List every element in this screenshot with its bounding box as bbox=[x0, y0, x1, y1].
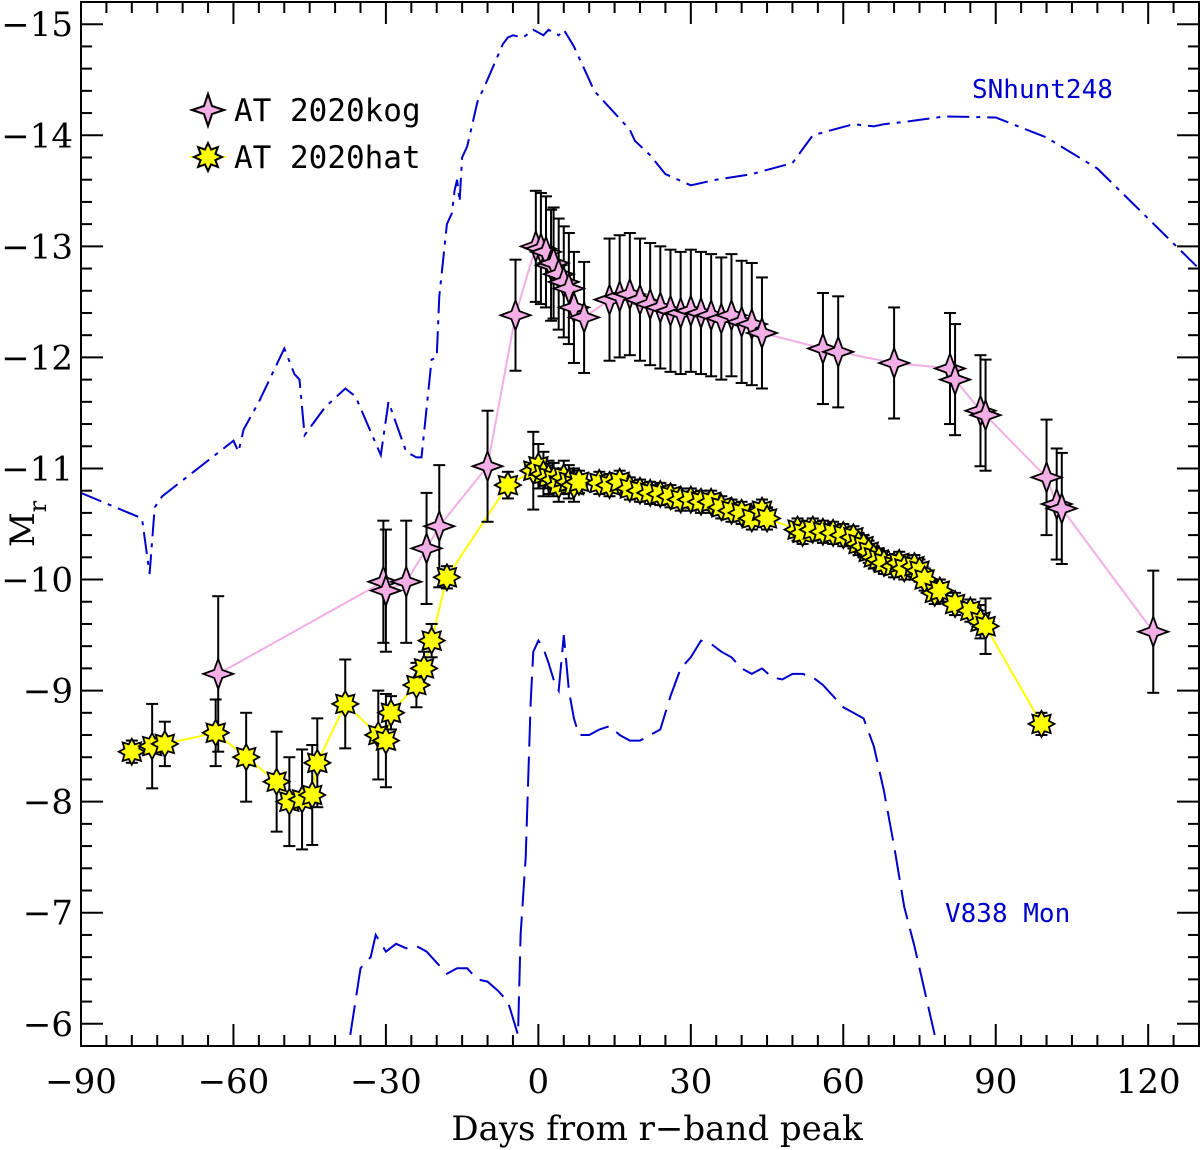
data-point-kog-6 bbox=[469, 448, 506, 484]
y-tick-label: −11 bbox=[1, 449, 73, 489]
data-markers bbox=[116, 228, 1171, 817]
y-axis-title-sub: r bbox=[24, 500, 52, 512]
x-tick-label: 120 bbox=[1116, 1062, 1181, 1102]
y-tick-label: −13 bbox=[1, 227, 73, 267]
data-point-hat-15 bbox=[409, 653, 439, 684]
data-point-kog-34 bbox=[805, 330, 841, 367]
data-point-hat-8 bbox=[297, 780, 328, 810]
data-point-hat-17 bbox=[432, 562, 462, 593]
data-point-hat-5 bbox=[261, 766, 292, 797]
data-point-kog-33 bbox=[744, 315, 780, 351]
x-tick-label: −30 bbox=[350, 1062, 422, 1102]
data-point-hat-18 bbox=[493, 470, 523, 500]
y-tick-label: −9 bbox=[23, 672, 73, 712]
y-tick-label: −14 bbox=[1, 116, 73, 156]
data-point-kog-35 bbox=[820, 334, 856, 370]
data-point-kog-2 bbox=[368, 573, 404, 609]
data-point-hat-13 bbox=[376, 697, 406, 728]
data-point-kog-44 bbox=[1135, 614, 1171, 650]
data-point-hat-16 bbox=[416, 625, 447, 656]
annotation-snhunt248: SNhunt248 bbox=[972, 75, 1113, 105]
data-point-kog-40 bbox=[967, 397, 1004, 433]
x-tick-label: −90 bbox=[45, 1062, 117, 1102]
x-tick-label: 60 bbox=[822, 1062, 865, 1102]
data-point-hat-10 bbox=[330, 689, 361, 719]
legend-marker-kog bbox=[188, 90, 228, 130]
x-axis-title: Days from r−band peak bbox=[451, 1109, 863, 1149]
reference-curves bbox=[81, 28, 1199, 1036]
data-point-hat-0 bbox=[116, 736, 147, 767]
data-point-hat-46 bbox=[752, 503, 782, 534]
legend-label-hat: AT 2020hat bbox=[234, 140, 421, 176]
data-lines bbox=[131, 244, 1155, 803]
x-tick-label: 90 bbox=[974, 1062, 1017, 1102]
y-tick-label: −12 bbox=[1, 338, 73, 378]
data-point-hat-71 bbox=[970, 611, 1001, 642]
x-tick-label: 0 bbox=[528, 1062, 550, 1102]
data-point-hat-2 bbox=[149, 729, 180, 759]
series-line-hat bbox=[131, 464, 1043, 803]
data-point-kog-16 bbox=[556, 289, 592, 326]
data-point-hat-9 bbox=[302, 747, 333, 778]
data-point-hat-72 bbox=[1026, 709, 1057, 739]
data-point-kog-38 bbox=[937, 361, 973, 398]
y-tick-label: −6 bbox=[23, 1005, 73, 1045]
data-point-kog-3 bbox=[388, 564, 424, 600]
data-point-kog-32 bbox=[734, 306, 770, 342]
axis-ticks bbox=[80, 1, 1200, 1046]
tick-labels: −90 −60 −30 0 30 60 90 120 −6 −7 −8 −9 −10 −11 −12 −13 −… bbox=[1, 5, 1180, 1102]
y-tick-label: −7 bbox=[23, 894, 73, 934]
reference-curve-snhunt248 bbox=[81, 28, 1199, 575]
legend-label-kog: AT 2020kog bbox=[234, 93, 421, 129]
data-point-kog-17 bbox=[566, 299, 602, 336]
data-point-kog-0 bbox=[200, 656, 236, 692]
reference-curve-v838-mon bbox=[349, 635, 936, 1036]
x-tick-label: −60 bbox=[198, 1062, 270, 1102]
legend: AT 2020kog AT 2020hat bbox=[188, 90, 421, 176]
data-point-hat-28 bbox=[564, 466, 594, 497]
y-tick-label: −15 bbox=[1, 5, 73, 45]
data-point-hat-12 bbox=[371, 725, 401, 756]
annotation-v838-mon: V838 Mon bbox=[945, 899, 1070, 929]
data-point-kog-41 bbox=[1028, 459, 1065, 495]
data-point-kog-36 bbox=[876, 345, 912, 381]
data-point-hat-4 bbox=[231, 742, 262, 773]
data-point-kog-5 bbox=[421, 508, 457, 544]
data-point-hat-3 bbox=[200, 717, 231, 748]
x-tick-label: 30 bbox=[669, 1062, 712, 1102]
y-axis-title-main: M bbox=[3, 512, 43, 547]
data-point-kog-7 bbox=[497, 297, 534, 333]
data-point-kog-43 bbox=[1044, 490, 1080, 527]
y-tick-label: −8 bbox=[23, 783, 73, 823]
legend-marker-hat bbox=[191, 140, 225, 174]
y-tick-label: −10 bbox=[1, 561, 73, 601]
y-axis-title: Mr bbox=[3, 500, 52, 547]
svg-text:Mr: Mr bbox=[3, 500, 52, 547]
data-point-kog-4 bbox=[408, 530, 445, 567]
